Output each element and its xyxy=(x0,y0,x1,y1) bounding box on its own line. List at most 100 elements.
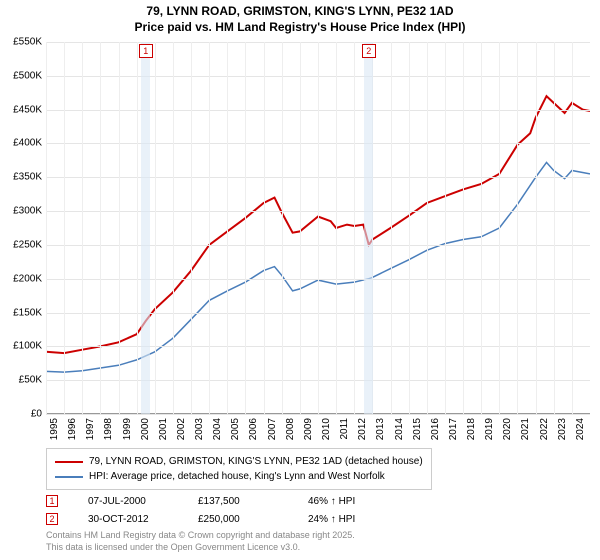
x-gridline xyxy=(517,42,518,414)
y-axis-label: £450K xyxy=(0,104,42,115)
x-gridline xyxy=(191,42,192,414)
x-gridline xyxy=(209,42,210,414)
sale-date: 30-OCT-2012 xyxy=(88,514,168,525)
legend-swatch xyxy=(55,476,83,478)
x-axis-label: 1998 xyxy=(103,418,114,440)
x-axis-label: 2009 xyxy=(303,418,314,440)
x-axis-label: 2022 xyxy=(539,418,550,440)
x-gridline xyxy=(100,42,101,414)
chart-area: £0£50K£100K£150K£200K£250K£300K£350K£400… xyxy=(46,42,590,414)
x-gridline xyxy=(173,42,174,414)
x-axis-label: 2008 xyxy=(285,418,296,440)
sale-marker-2: 2 xyxy=(362,44,376,58)
x-gridline xyxy=(409,42,410,414)
legend-row: 79, LYNN ROAD, GRIMSTON, KING'S LYNN, PE… xyxy=(55,454,423,469)
x-axis-label: 2004 xyxy=(212,418,223,440)
y-axis-label: £300K xyxy=(0,206,42,217)
y-axis-label: £350K xyxy=(0,172,42,183)
sale-delta: 46% ↑ HPI xyxy=(308,496,408,507)
sale-date: 07-JUL-2000 xyxy=(88,496,168,507)
chart-title: 79, LYNN ROAD, GRIMSTON, KING'S LYNN, PE… xyxy=(0,0,600,35)
y-axis-label: £150K xyxy=(0,307,42,318)
x-axis-label: 1999 xyxy=(122,418,133,440)
x-axis-label: 2014 xyxy=(394,418,405,440)
sale-shade-band xyxy=(364,42,373,414)
x-gridline xyxy=(463,42,464,414)
x-gridline xyxy=(300,42,301,414)
x-axis-label: 2019 xyxy=(484,418,495,440)
x-axis-label: 2007 xyxy=(267,418,278,440)
footnote-line-1: Contains HM Land Registry data © Crown c… xyxy=(46,530,355,542)
x-gridline xyxy=(46,42,47,414)
x-gridline xyxy=(499,42,500,414)
legend-label: HPI: Average price, detached house, King… xyxy=(89,469,385,484)
x-gridline xyxy=(82,42,83,414)
x-gridline xyxy=(227,42,228,414)
title-line-2: Price paid vs. HM Land Registry's House … xyxy=(0,20,600,36)
sale-price: £137,500 xyxy=(198,496,278,507)
y-axis-label: £550K xyxy=(0,37,42,48)
footnote-line-2: This data is licensed under the Open Gov… xyxy=(46,542,355,554)
sale-row: 2 30-OCT-2012 £250,000 24% ↑ HPI xyxy=(46,510,408,528)
sale-marker-1: 1 xyxy=(139,44,153,58)
y-axis-label: £0 xyxy=(0,409,42,420)
x-axis-label: 2002 xyxy=(176,418,187,440)
sale-row: 1 07-JUL-2000 £137,500 46% ↑ HPI xyxy=(46,492,408,510)
y-axis-label: £250K xyxy=(0,239,42,250)
x-gridline xyxy=(119,42,120,414)
x-axis-label: 2003 xyxy=(194,418,205,440)
footnote: Contains HM Land Registry data © Crown c… xyxy=(46,530,355,553)
x-gridline xyxy=(427,42,428,414)
x-gridline xyxy=(264,42,265,414)
y-axis-label: £100K xyxy=(0,341,42,352)
legend: 79, LYNN ROAD, GRIMSTON, KING'S LYNN, PE… xyxy=(46,448,432,490)
legend-row: HPI: Average price, detached house, King… xyxy=(55,469,423,484)
sale-shade-band xyxy=(141,42,150,414)
x-axis-label: 2017 xyxy=(448,418,459,440)
x-axis-label: 2013 xyxy=(375,418,386,440)
x-axis-label: 2011 xyxy=(339,418,350,440)
x-axis-label: 1997 xyxy=(85,418,96,440)
x-axis-label: 2015 xyxy=(412,418,423,440)
x-axis-label: 2001 xyxy=(158,418,169,440)
x-axis-label: 1996 xyxy=(67,418,78,440)
x-gridline xyxy=(536,42,537,414)
x-gridline xyxy=(354,42,355,414)
x-gridline xyxy=(445,42,446,414)
y-gridline xyxy=(46,414,590,415)
x-axis-label: 1995 xyxy=(49,418,60,440)
x-gridline xyxy=(137,42,138,414)
x-gridline xyxy=(318,42,319,414)
x-gridline xyxy=(245,42,246,414)
x-gridline xyxy=(336,42,337,414)
x-axis-label: 2023 xyxy=(557,418,568,440)
x-axis-label: 2024 xyxy=(575,418,586,440)
x-axis-label: 2000 xyxy=(140,418,151,440)
x-gridline xyxy=(554,42,555,414)
sale-row-marker: 1 xyxy=(46,495,58,507)
x-gridline xyxy=(391,42,392,414)
sales-table: 1 07-JUL-2000 £137,500 46% ↑ HPI 2 30-OCT-201… xyxy=(46,492,408,528)
x-gridline xyxy=(481,42,482,414)
x-gridline xyxy=(64,42,65,414)
x-gridline xyxy=(572,42,573,414)
sale-delta: 24% ↑ HPI xyxy=(308,514,408,525)
y-axis-label: £500K xyxy=(0,70,42,81)
y-axis-label: £200K xyxy=(0,273,42,284)
x-axis-label: 2016 xyxy=(430,418,441,440)
sale-row-marker: 2 xyxy=(46,513,58,525)
x-axis-label: 2010 xyxy=(321,418,332,440)
x-gridline xyxy=(155,42,156,414)
x-axis-label: 2018 xyxy=(466,418,477,440)
legend-label: 79, LYNN ROAD, GRIMSTON, KING'S LYNN, PE… xyxy=(89,454,423,469)
x-axis-label: 2012 xyxy=(357,418,368,440)
y-axis-label: £50K xyxy=(0,375,42,386)
y-axis-label: £400K xyxy=(0,138,42,149)
x-axis-label: 2006 xyxy=(248,418,259,440)
x-axis-label: 2020 xyxy=(502,418,513,440)
title-line-1: 79, LYNN ROAD, GRIMSTON, KING'S LYNN, PE… xyxy=(0,4,600,20)
sale-price: £250,000 xyxy=(198,514,278,525)
x-gridline xyxy=(282,42,283,414)
x-axis-label: 2021 xyxy=(520,418,531,440)
legend-swatch xyxy=(55,461,83,463)
